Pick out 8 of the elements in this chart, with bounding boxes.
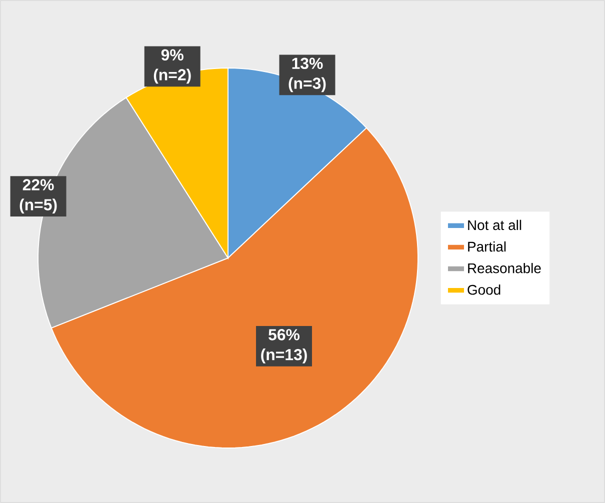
legend-label: Not at all — [468, 220, 522, 230]
data-label: 56% (n=13) — [261, 329, 307, 364]
data-label: 9% (n=2) — [154, 49, 191, 84]
legend-label: Partial — [468, 241, 506, 252]
legend-label: Good — [468, 284, 500, 295]
data-label: 13% (n=3) — [288, 58, 326, 92]
data-label: 22% (n=5) — [20, 179, 57, 214]
legend-label: Reasonable — [468, 262, 541, 274]
